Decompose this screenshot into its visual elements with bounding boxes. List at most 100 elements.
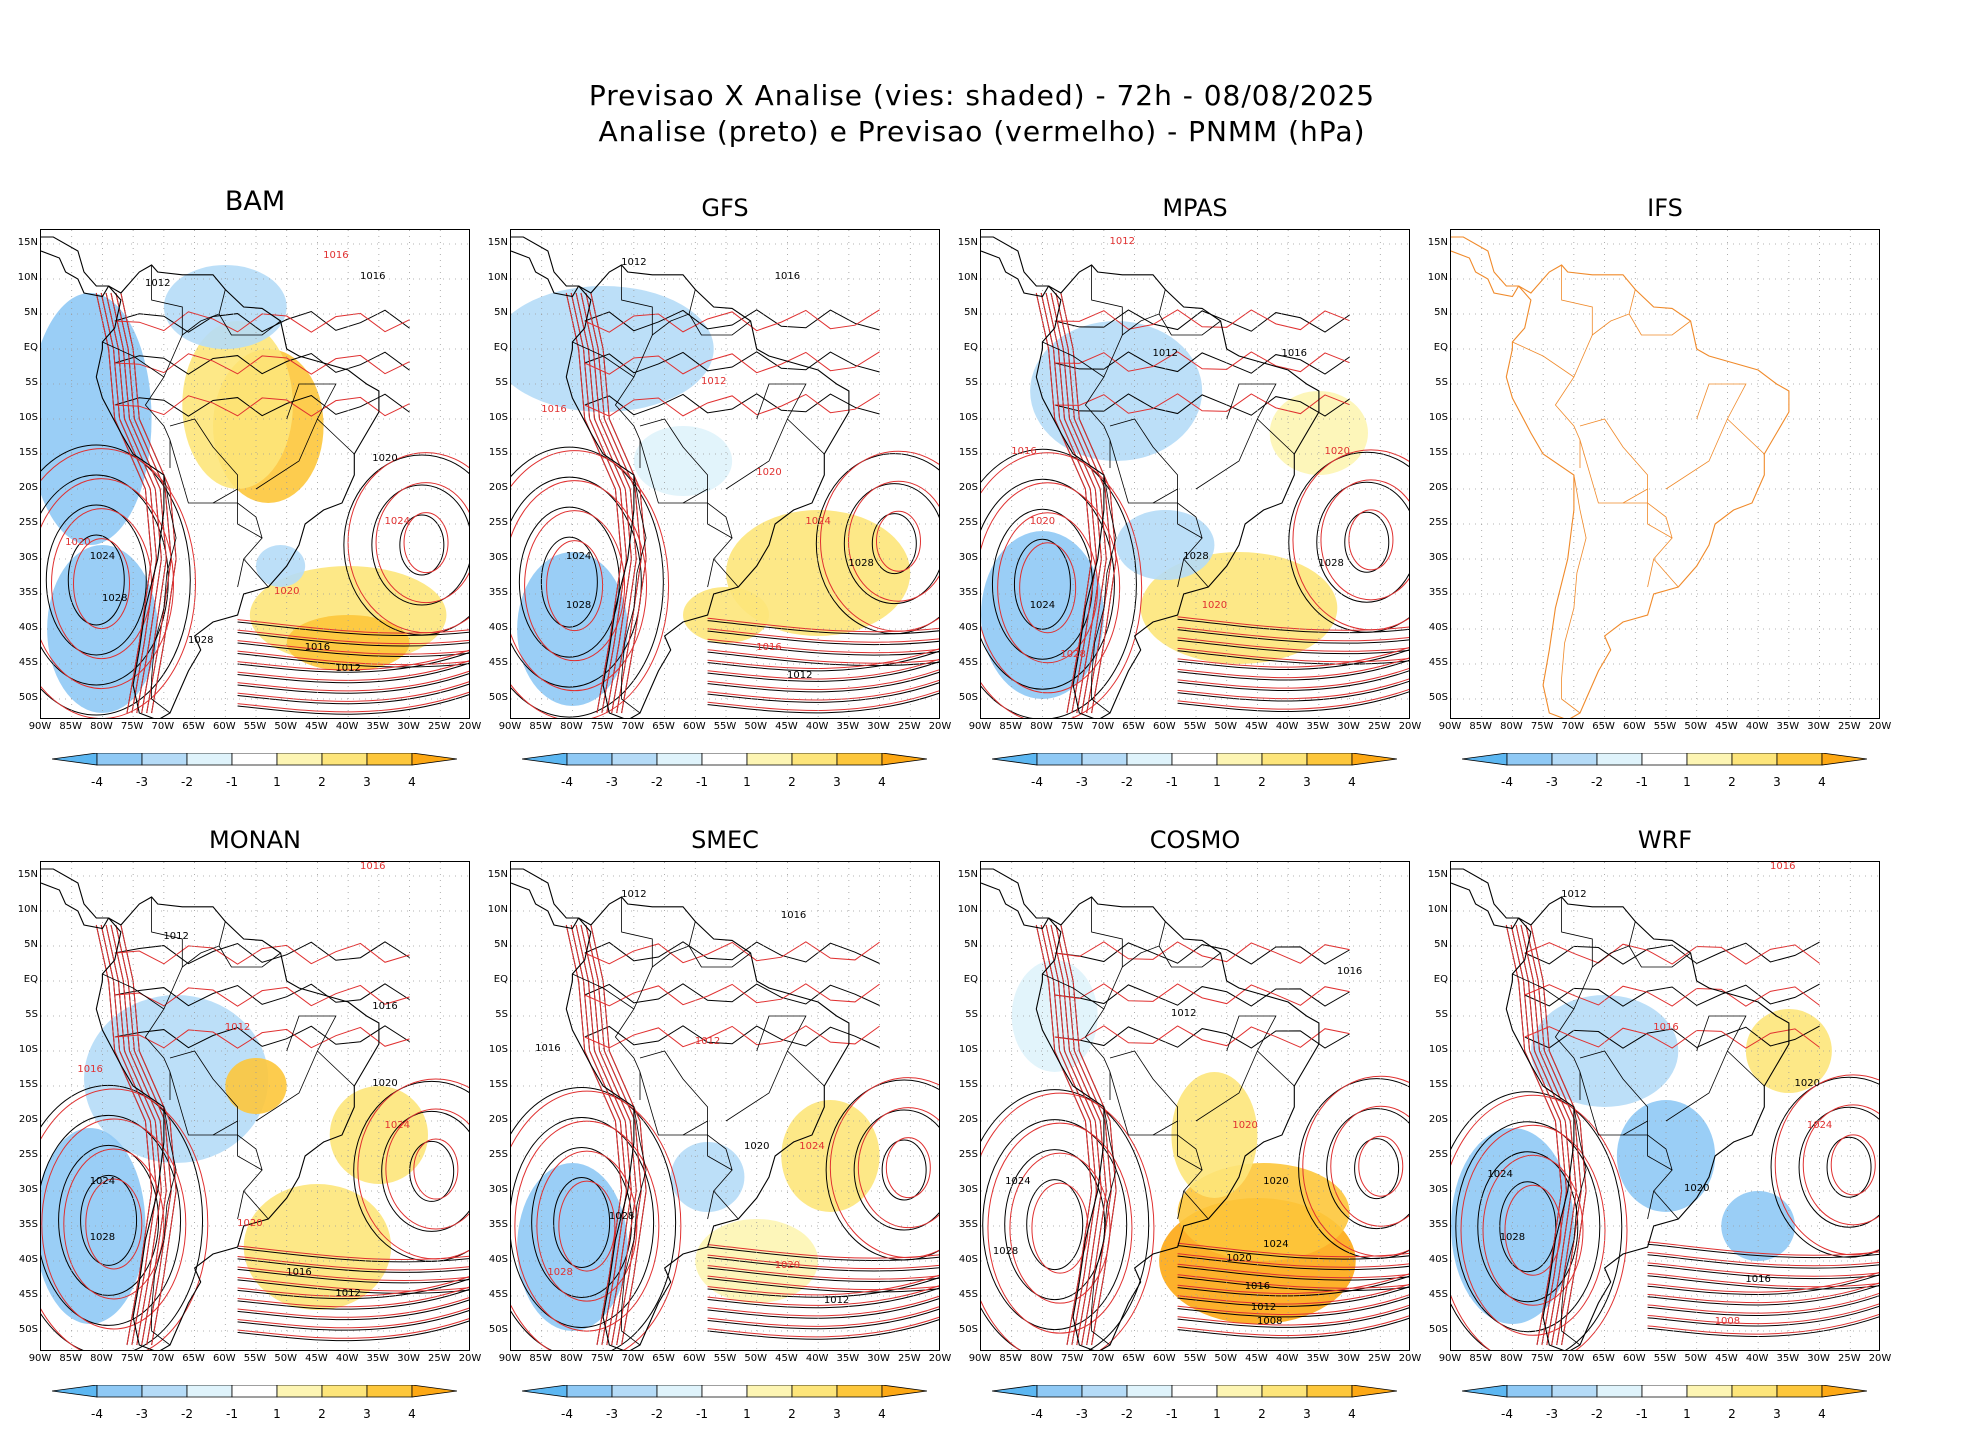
country-border bbox=[1561, 1106, 1587, 1346]
lat-tick-label: 45S bbox=[18, 1289, 38, 1300]
isobar-ring bbox=[843, 483, 939, 605]
map-frame: 1016 1016 1012 1020 1024 1024 1020 1028 1016 1012… bbox=[40, 229, 470, 719]
contour-labels: 1016 1012 1016 1020 1024 1024 1028 1016 1008 1020 bbox=[1487, 862, 1832, 1327]
lon-tick-label: 70W bbox=[151, 721, 175, 732]
isobar-line bbox=[1177, 646, 1409, 668]
contour-labels: 1012 1016 1016 1012 1020 1024 1028 1024 1028 1016… bbox=[541, 257, 874, 681]
isobar-ring bbox=[511, 446, 664, 718]
colorbar: -4 -3 -2 -1 1 2 3 4 bbox=[992, 753, 1397, 789]
lon-tick-label: 50W bbox=[744, 721, 768, 732]
isobar-line bbox=[707, 1265, 939, 1280]
colorbar-label: 4 bbox=[1818, 1407, 1826, 1421]
isobar-label: 1020 bbox=[1795, 1078, 1820, 1089]
isobar-line bbox=[114, 351, 410, 375]
lon-tick-label: 35W bbox=[366, 721, 390, 732]
isobar-line bbox=[1647, 1292, 1879, 1314]
isobar-line bbox=[237, 1320, 469, 1342]
map-canvas: 1016 1012 1016 1020 1024 1024 1028 1016 1008 1020 bbox=[1451, 862, 1879, 1350]
bias-patch bbox=[517, 1163, 628, 1331]
lon-tick-label: 65W bbox=[1592, 1353, 1615, 1364]
lon-tick-label: 85W bbox=[999, 721, 1023, 732]
isobar-label: 1012 bbox=[225, 1022, 250, 1033]
isobar-line bbox=[237, 1266, 469, 1282]
lon-tick-label: 70W bbox=[621, 721, 645, 732]
colorbar-labels: -4 -3 -2 -1 1 2 3 4 bbox=[1462, 775, 1867, 789]
isobar-line bbox=[237, 1277, 469, 1292]
lat-tick-label: 5N bbox=[964, 939, 978, 950]
isobar-line bbox=[1647, 1254, 1879, 1269]
lat-axis: 15N 10N 5N EQ 5S 10S 15S 20S 25S 30S 35S 40S 45S 50S bbox=[0, 229, 38, 719]
lon-tick-label: 80W bbox=[1030, 1353, 1053, 1364]
colorbar-label: -2 bbox=[181, 1407, 193, 1421]
isobar-line bbox=[707, 1285, 939, 1306]
isobar-line bbox=[1647, 1243, 1879, 1259]
lon-tick-label: 65W bbox=[182, 721, 205, 732]
south-america-coast bbox=[565, 896, 850, 1350]
country-border bbox=[237, 489, 263, 539]
bias-patch bbox=[83, 995, 269, 1163]
panel-title: MPAS bbox=[1162, 194, 1228, 222]
lat-tick-label: 10N bbox=[1427, 904, 1448, 915]
central-america-coast bbox=[511, 236, 580, 298]
coastline bbox=[1451, 868, 1790, 1350]
lat-tick-label: 30S bbox=[18, 552, 38, 563]
isobar-line bbox=[1647, 1275, 1879, 1290]
central-america-coast bbox=[981, 236, 1050, 298]
isobar-ring bbox=[540, 536, 598, 628]
lat-tick-label: 50S bbox=[958, 692, 978, 703]
isobar-line bbox=[1647, 1303, 1879, 1325]
country-border bbox=[683, 502, 739, 588]
country-border bbox=[237, 1190, 245, 1220]
isobar-line bbox=[707, 650, 939, 672]
lat-tick-label: 5N bbox=[494, 939, 508, 950]
panel-title: MONAN bbox=[209, 826, 301, 854]
isobar-label: 1016 bbox=[77, 1064, 102, 1075]
isobar-line bbox=[584, 351, 880, 374]
lon-tick-label: 45W bbox=[305, 721, 328, 732]
country-border bbox=[652, 921, 696, 968]
lon-axis: 90W 85W 80W 75W 70W 65W 60W 55W 50W 45W 40W 35W 30W 2… bbox=[499, 1353, 952, 1367]
lon-tick-label: 50W bbox=[274, 1353, 298, 1364]
colorbar-swatch bbox=[96, 1385, 143, 1398]
contour-labels: 1012 1012 1016 1016 1020 1024 1020 1028 1028 1020… bbox=[1011, 236, 1350, 660]
isobar-line bbox=[1054, 309, 1350, 333]
isobar-line bbox=[584, 983, 880, 1007]
country-border bbox=[182, 921, 226, 968]
isobar-ring bbox=[385, 1108, 469, 1230]
lat-tick-label: 5S bbox=[1435, 1009, 1448, 1020]
lon-tick-label: 35W bbox=[836, 721, 860, 732]
colorbar-swatch bbox=[701, 753, 748, 766]
isobar-line bbox=[1177, 649, 1409, 670]
lat-tick-label: 40S bbox=[488, 622, 508, 633]
lat-tick-label: 15S bbox=[958, 1079, 978, 1090]
lon-axis: 90W 85W 80W 75W 70W 65W 60W 55W 50W 45W 40W 35W 30W 2… bbox=[1439, 1353, 1892, 1367]
isobar-label: 1024 bbox=[799, 1141, 824, 1152]
isobar-label: 1016 bbox=[372, 1001, 397, 1012]
isobar-line bbox=[707, 1308, 939, 1330]
country-border bbox=[683, 1134, 739, 1220]
lat-tick-label: 35S bbox=[958, 1219, 978, 1230]
panel-wrf: WRF 15N 10N 5N EQ 5S 10S 15S 20S 25S 30S 35S 40S 45S 5… bbox=[1410, 826, 1892, 1421]
isobar-line bbox=[707, 1278, 939, 1293]
country-border bbox=[1226, 383, 1277, 420]
isobar-line bbox=[1647, 1282, 1879, 1304]
lon-axis: 90W 85W 80W 75W 70W 65W 60W 55W 50W 45W 40W 35W 30W 2… bbox=[499, 721, 952, 735]
lat-tick-label: 30S bbox=[488, 1184, 508, 1195]
bias-shading bbox=[511, 286, 911, 706]
lon-tick-label: 55W bbox=[713, 721, 737, 732]
isobar-label: 1028 bbox=[188, 635, 213, 646]
lat-tick-label: 30S bbox=[488, 552, 508, 563]
isobar-line bbox=[707, 638, 939, 654]
isobar-label: 1020 bbox=[372, 1078, 397, 1089]
isobar-ring bbox=[375, 482, 469, 604]
colorbar-swatch bbox=[1216, 753, 1263, 766]
isobar-line bbox=[120, 292, 177, 714]
isobar-label: 1028 bbox=[102, 593, 127, 604]
colorbar: -4 -3 -2 -1 1 2 3 4 bbox=[992, 1385, 1397, 1421]
colorbar-swatch bbox=[836, 753, 883, 766]
lat-tick-label: 15S bbox=[18, 1079, 38, 1090]
bias-patch bbox=[182, 321, 293, 489]
isobar-line bbox=[707, 692, 939, 714]
isobar-line bbox=[1177, 1304, 1409, 1326]
isobar-label: 1016 bbox=[1745, 1274, 1770, 1285]
